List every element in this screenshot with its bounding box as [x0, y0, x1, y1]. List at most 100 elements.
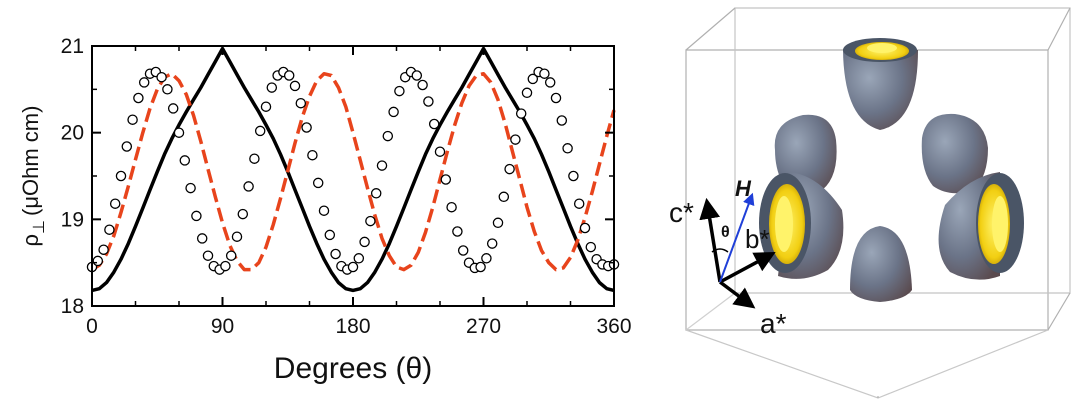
fermi-surface-diagram: c* b* a* H θ	[669, 7, 1071, 399]
a-star-label: a*	[760, 308, 787, 339]
data-point	[98, 244, 109, 255]
resistivity-plot: 0 90 180 270 360 18 19 20 21 Degrees (θ) ρ⊥ (μOhm…	[18, 35, 632, 385]
y-axis-title: ρ⊥ (μOhm cm)	[18, 106, 48, 247]
a-star-axis	[718, 280, 756, 309]
data-point	[481, 253, 492, 264]
data-point	[249, 153, 260, 164]
data-point	[417, 79, 428, 91]
y-tick-label: 19	[61, 208, 84, 231]
data-point	[568, 170, 579, 182]
data-point	[365, 215, 376, 227]
data-point	[370, 188, 382, 199]
data-point	[539, 68, 550, 79]
y-tick-label: 20	[61, 122, 84, 145]
fermi-pocket-top	[843, 38, 918, 130]
data-point	[266, 82, 278, 93]
b-star-label: b*	[745, 224, 770, 254]
data-point	[521, 87, 533, 99]
data-point	[388, 106, 399, 118]
y-tick-label: 21	[61, 35, 84, 58]
data-point	[156, 71, 167, 83]
c-star-label: c*	[669, 197, 694, 228]
data-point	[353, 253, 365, 264]
data-point	[231, 231, 243, 242]
data-point	[376, 160, 388, 171]
data-point	[185, 182, 196, 194]
data-point	[295, 97, 307, 109]
x-tick-label: 270	[466, 315, 501, 338]
data-point	[573, 198, 585, 209]
y-axis-subscript: ⊥	[31, 220, 48, 234]
data-point	[452, 226, 463, 237]
data-point	[173, 127, 185, 138]
fermi-pocket-mid-left	[759, 172, 844, 279]
x-tick-label: 180	[335, 315, 370, 338]
field-arrow	[719, 192, 755, 283]
c-star-axis	[699, 197, 722, 283]
data-point	[492, 217, 504, 229]
data-point	[307, 149, 318, 161]
data-point	[347, 261, 359, 273]
x-tick-label: 360	[596, 315, 631, 338]
data-point	[359, 236, 370, 248]
data-point	[191, 210, 202, 222]
fit-line-dashed	[91, 71, 616, 272]
data-point	[167, 103, 179, 114]
data-point	[220, 260, 231, 272]
data-point	[115, 170, 127, 182]
field-label: H	[735, 176, 752, 201]
b-star-axis	[719, 252, 776, 284]
data-point	[133, 92, 144, 104]
data-point	[527, 73, 539, 85]
data-point	[243, 181, 254, 192]
data-point	[428, 118, 440, 130]
data-point	[289, 80, 301, 92]
data-point	[434, 146, 446, 157]
data-point	[562, 143, 573, 154]
plot-series-layer	[86, 46, 620, 293]
data-point	[138, 77, 150, 88]
data-point	[127, 114, 138, 125]
data-point	[196, 233, 208, 244]
y-axis-unit: (μOhm cm)	[18, 106, 43, 216]
data-point	[283, 70, 295, 81]
x-axis-title: Degrees (θ)	[274, 352, 432, 385]
data-point	[486, 238, 498, 249]
data-point	[585, 241, 597, 253]
data-point	[318, 205, 330, 216]
data-point	[457, 245, 469, 256]
data-point	[382, 130, 394, 142]
data-point	[202, 250, 214, 261]
angle-label: θ	[721, 224, 730, 241]
data-point	[260, 101, 272, 112]
data-point	[162, 84, 173, 95]
data-point	[237, 208, 249, 220]
data-point	[121, 141, 133, 152]
angle-arc	[711, 248, 729, 253]
data-point	[498, 191, 510, 203]
data-point	[544, 77, 556, 88]
x-tick-label: 90	[211, 315, 234, 338]
data-point	[515, 108, 527, 119]
data-point	[330, 248, 341, 260]
fermi-pocket-bottom	[850, 226, 912, 302]
data-point	[556, 115, 568, 126]
x-tick-label: 0	[86, 315, 98, 338]
data-point	[394, 85, 405, 97]
data-point	[312, 177, 324, 189]
fermi-pocket-mid-right	[938, 172, 1024, 280]
fit-line-solid	[91, 46, 615, 293]
data-point	[254, 125, 266, 137]
data-point	[446, 201, 457, 213]
data-point	[510, 134, 521, 145]
data-point	[504, 163, 515, 175]
data-point	[301, 122, 312, 133]
data-point	[475, 261, 486, 273]
data-point	[550, 92, 562, 104]
data-point	[109, 198, 121, 209]
data-point	[411, 70, 423, 81]
bounding-box	[685, 7, 1071, 399]
y-axis-symbol: ρ	[18, 234, 43, 247]
data-point	[179, 155, 191, 166]
